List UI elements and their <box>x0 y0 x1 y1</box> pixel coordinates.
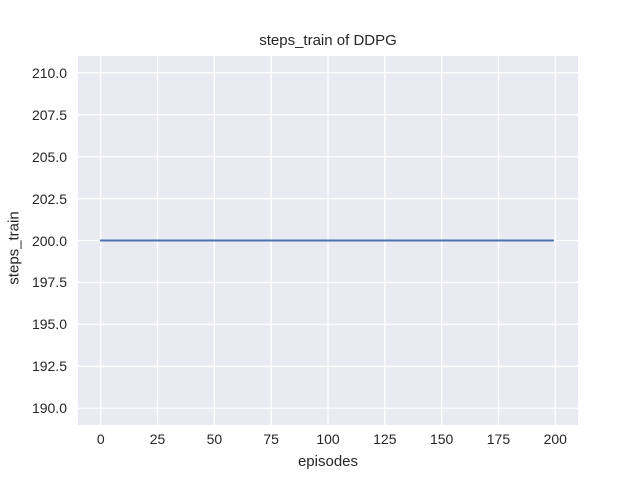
y-tick-label: 195.0 <box>31 316 67 333</box>
y-tick-label: 205.0 <box>31 148 67 165</box>
chart-title: steps_train of DDPG <box>259 32 397 49</box>
x-tick-label: 0 <box>96 431 105 447</box>
y-tick-label: 202.5 <box>31 190 67 207</box>
y-tick-label: 200.0 <box>31 232 67 249</box>
y-tick-label: 190.0 <box>31 400 67 417</box>
x-tick-label: 175 <box>486 431 511 447</box>
y-tick-label: 192.5 <box>31 358 67 375</box>
y-tick-label: 207.5 <box>31 106 67 123</box>
x-tick-label: 125 <box>373 431 397 447</box>
x-tick-label: 100 <box>316 431 340 447</box>
x-tick-label: 25 <box>149 431 166 447</box>
x-axis-label: episodes <box>297 453 359 470</box>
x-tick-label: 200 <box>543 431 567 447</box>
y-tick-label: 197.5 <box>31 274 67 291</box>
x-tick-label: 75 <box>263 431 279 447</box>
y-tick-label: 210.0 <box>31 64 67 81</box>
plot-area <box>78 56 578 425</box>
plot-canvas <box>78 56 578 425</box>
x-tick-label: 50 <box>206 431 223 447</box>
x-tick-label: 150 <box>429 431 454 447</box>
